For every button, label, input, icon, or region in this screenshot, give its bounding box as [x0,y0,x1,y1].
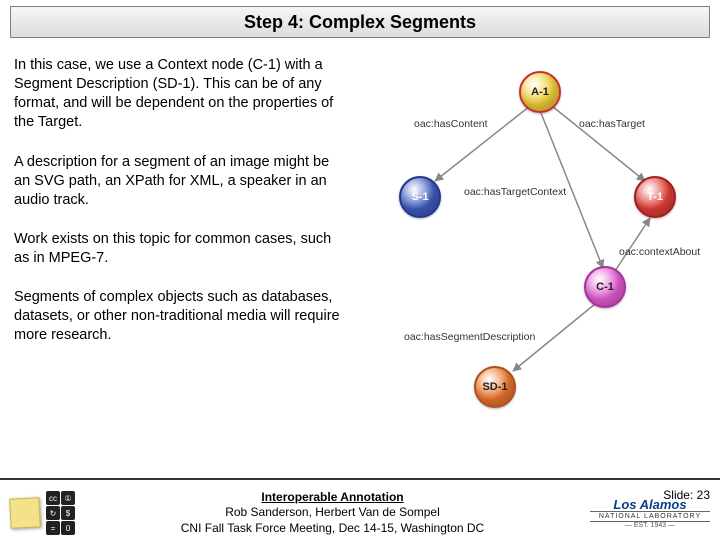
slide-title: Step 4: Complex Segments [244,12,476,33]
node-a1-label: A-1 [531,86,549,98]
sticky-note-icon [9,497,41,529]
paragraph-2: A description for a segment of an image … [14,153,344,210]
cc-zero-icon: 0 [61,521,75,535]
slide-number: Slide: 23 [663,488,710,502]
edge-label-has-content: oac:hasContent [414,118,488,130]
footer-venue: CNI Fall Task Force Meeting, Dec 14-15, … [75,521,590,537]
edge-label-has-target-context: oac:hasTargetContext [464,186,566,198]
node-c1-label: C-1 [596,281,614,293]
edge-label-context-about: oac:contextAbout [619,246,700,258]
node-t1: T-1 [634,176,676,218]
node-s1-label: S-1 [411,191,428,203]
diagram: A-1 S-1 T-1 C-1 SD-1 oac:hasContent oac:… [344,56,706,416]
footer-right: Los Alamos NATIONAL LABORATORY — EST. 19… [590,498,710,529]
paragraph-3: Work exists on this topic for common cas… [14,230,344,268]
node-t1-label: T-1 [647,191,663,203]
content-area: In this case, we use a Context node (C-1… [0,38,720,416]
edge-label-has-segment-desc: oac:hasSegmentDescription [404,331,535,343]
footer-title: Interoperable Annotation [75,490,590,506]
cc-nd-icon: = [46,521,60,535]
cc-nc-icon: $ [61,506,75,520]
node-s1: S-1 [399,176,441,218]
slide-title-bar: Step 4: Complex Segments [10,6,710,38]
node-a1: A-1 [519,71,561,113]
footer-center: Interoperable Annotation Rob Sanderson, … [75,490,590,537]
cc-license-icons: cc① ↻$ =0 [46,491,75,535]
footer-left: cc① ↻$ =0 [10,491,75,535]
diagram-edges [344,56,706,416]
lanl-logo-bot: — EST. 1943 — [590,522,710,529]
node-sd1-label: SD-1 [482,381,507,393]
lanl-logo: Los Alamos NATIONAL LABORATORY — EST. 19… [590,498,710,529]
body-text-column: In this case, we use a Context node (C-1… [14,56,344,416]
paragraph-1: In this case, we use a Context node (C-1… [14,56,344,133]
edge-label-has-target: oac:hasTarget [579,118,645,130]
lanl-logo-mid: NATIONAL LABORATORY [590,511,710,522]
cc-sa-icon: ↻ [46,506,60,520]
node-c1: C-1 [584,266,626,308]
node-sd1: SD-1 [474,366,516,408]
cc-by-icon: ① [61,491,75,505]
paragraph-4: Segments of complex objects such as data… [14,288,344,345]
footer: Slide: 23 cc① ↻$ =0 Interoperable Annota… [0,478,720,546]
footer-authors: Rob Sanderson, Herbert Van de Sompel [75,505,590,521]
cc-icon: cc [46,491,60,505]
